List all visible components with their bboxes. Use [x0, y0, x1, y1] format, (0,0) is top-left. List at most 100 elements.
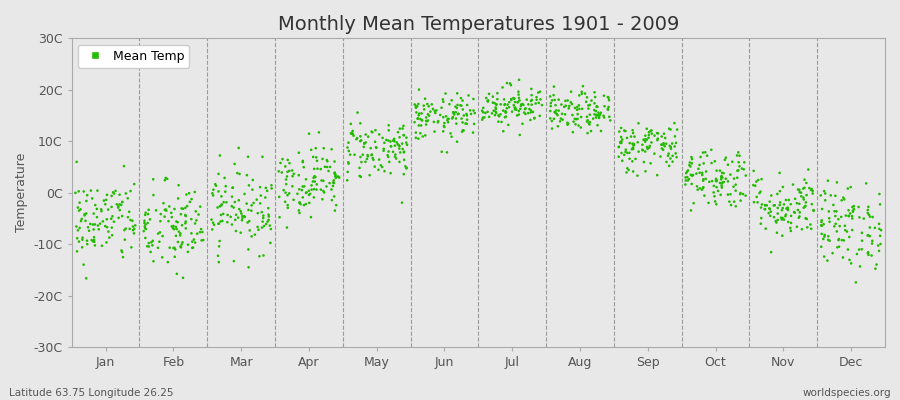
Point	[180, 203, 194, 209]
Point	[228, 199, 242, 205]
Point	[397, 148, 411, 155]
Point	[151, 230, 166, 237]
Point	[581, 120, 596, 127]
Point	[814, 206, 829, 212]
Point	[409, 103, 423, 109]
Point	[400, 165, 414, 172]
Point	[594, 110, 608, 116]
Point	[602, 97, 616, 103]
Point	[776, 215, 790, 221]
Point	[158, 177, 172, 184]
Point	[872, 221, 886, 227]
Point	[409, 135, 423, 141]
Point	[299, 201, 313, 207]
Point	[463, 107, 477, 114]
Point	[814, 222, 828, 228]
Point	[644, 127, 659, 134]
Point	[830, 244, 844, 250]
Point	[186, 236, 201, 243]
Point	[160, 259, 175, 265]
Point	[508, 104, 522, 111]
Point	[350, 135, 365, 142]
Point	[535, 102, 549, 108]
Point	[601, 104, 616, 110]
Point	[679, 170, 693, 176]
Point	[770, 219, 784, 226]
Point	[614, 134, 628, 140]
Point	[758, 202, 772, 208]
Point	[137, 228, 151, 234]
Point	[477, 114, 491, 121]
Point	[306, 178, 320, 185]
Point	[650, 172, 664, 178]
Point	[547, 109, 562, 115]
Point	[364, 145, 378, 151]
Point	[799, 180, 814, 186]
Point	[524, 109, 538, 116]
Point	[444, 130, 458, 136]
Point	[123, 217, 138, 223]
Point	[279, 181, 293, 187]
Point	[685, 172, 699, 179]
Point	[798, 215, 813, 222]
Point	[511, 91, 526, 98]
Point	[522, 106, 536, 112]
Point	[554, 115, 568, 122]
Point	[588, 111, 602, 118]
Point	[190, 230, 204, 237]
Point	[527, 115, 542, 122]
Point	[697, 184, 711, 190]
Point	[519, 96, 534, 103]
Point	[532, 100, 546, 106]
Point	[686, 172, 700, 178]
Point	[669, 150, 683, 156]
Point	[502, 99, 517, 105]
Point	[71, 227, 86, 234]
Point	[418, 132, 433, 138]
Point	[107, 218, 122, 225]
Point	[512, 77, 526, 83]
Point	[715, 182, 729, 189]
Point	[397, 132, 411, 138]
Point	[450, 105, 464, 111]
Point	[220, 199, 234, 206]
Point	[849, 279, 863, 286]
Point	[153, 229, 167, 236]
Point	[281, 202, 295, 208]
Point	[775, 216, 789, 223]
Point	[853, 263, 868, 270]
Point	[507, 102, 521, 108]
Point	[491, 90, 505, 96]
Point	[466, 96, 481, 102]
Point	[193, 229, 207, 235]
Point	[568, 116, 582, 122]
Point	[239, 200, 254, 207]
Point	[256, 218, 270, 225]
Point	[185, 238, 200, 245]
Point	[862, 224, 877, 231]
Point	[631, 139, 645, 146]
Point	[467, 121, 482, 127]
Point	[601, 94, 616, 101]
Point	[544, 97, 559, 104]
Point	[582, 119, 597, 125]
Point	[834, 197, 849, 204]
Point	[299, 176, 313, 182]
Point	[481, 109, 495, 115]
Point	[440, 149, 454, 156]
Point	[697, 176, 711, 182]
Point	[85, 237, 99, 243]
Point	[829, 208, 843, 214]
Point	[573, 124, 588, 131]
Point	[514, 103, 528, 109]
Point	[638, 132, 652, 139]
Point	[836, 254, 850, 261]
Point	[100, 192, 114, 198]
Point	[805, 186, 819, 192]
Point	[438, 90, 453, 97]
Point	[72, 238, 86, 245]
Point	[481, 98, 495, 105]
Point	[770, 217, 785, 223]
Point	[732, 159, 746, 166]
Point	[505, 108, 519, 115]
